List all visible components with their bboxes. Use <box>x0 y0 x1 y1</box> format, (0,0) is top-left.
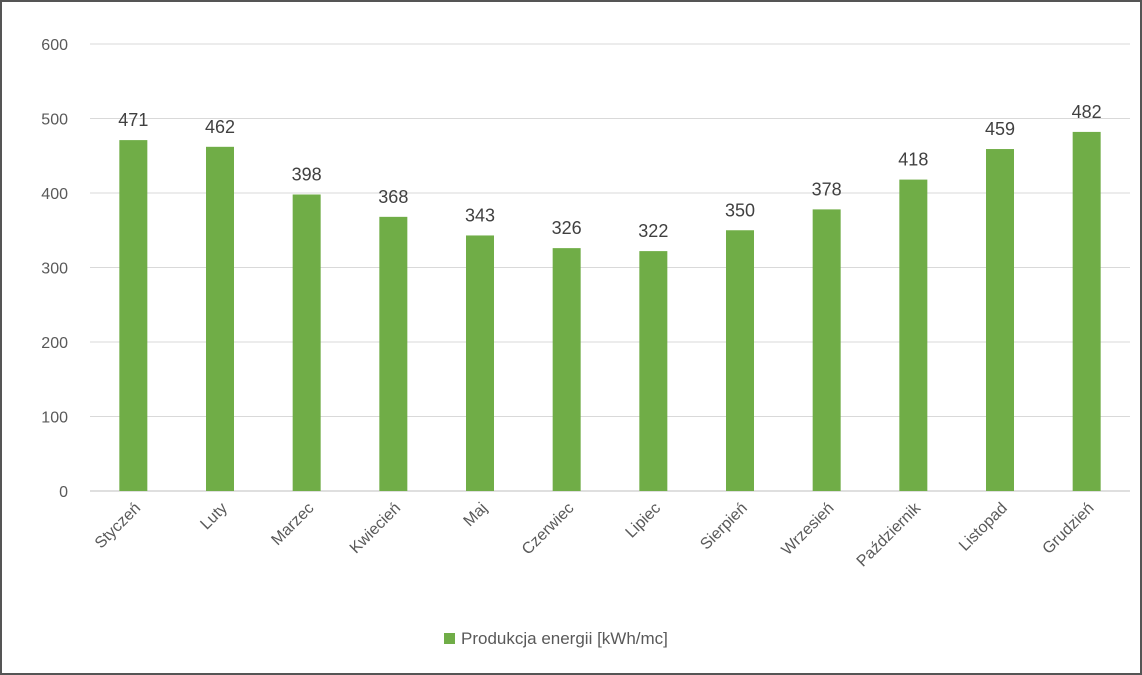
data-labels: 471 462 398 368 343 326 322 350 378 418 459 482 <box>118 102 1101 241</box>
category-label: Maj <box>461 500 491 530</box>
y-tick-label: 300 <box>41 261 68 278</box>
y-tick-label: 400 <box>41 186 68 203</box>
data-label: 398 <box>292 164 322 184</box>
x-axis-category-labels: Styczeń Luty Marzec Kwiecień Maj Czerwiec Lipi… <box>92 499 1098 570</box>
bar <box>552 248 581 491</box>
category-label: Marzec <box>268 500 317 549</box>
category-label: Listopad <box>956 500 1011 555</box>
gridlines <box>90 43 1130 492</box>
y-tick-label: 500 <box>41 112 68 129</box>
data-label: 482 <box>1072 102 1102 122</box>
bar <box>986 149 1014 492</box>
y-axis-tick-labels: 0 100 200 300 400 500 600 <box>41 37 68 501</box>
bar <box>206 146 234 491</box>
bar <box>812 209 841 491</box>
bar <box>379 216 408 491</box>
data-label: 350 <box>725 200 755 220</box>
data-label: 462 <box>205 117 235 137</box>
category-label: Kwiecień <box>347 500 404 557</box>
category-label: Luty <box>197 500 230 533</box>
category-label: Czerwiec <box>519 500 578 559</box>
y-tick-label: 200 <box>41 335 68 352</box>
y-tick-label: 0 <box>59 484 68 501</box>
data-label: 322 <box>638 221 668 241</box>
y-tick-label: 100 <box>41 410 68 427</box>
category-label: Styczeń <box>92 500 144 552</box>
bar <box>639 251 668 491</box>
category-label: Sierpień <box>697 500 751 554</box>
legend-swatch <box>444 633 455 644</box>
bar <box>466 235 494 491</box>
category-label: Grudzień <box>1040 500 1098 558</box>
legend: Produkcja energii [kWh/mc] <box>444 629 668 648</box>
y-tick-label: 600 <box>41 37 68 54</box>
bar <box>292 194 321 492</box>
data-label: 471 <box>118 110 148 130</box>
legend-label: Produkcja energii [kWh/mc] <box>461 629 668 648</box>
data-label: 326 <box>552 218 582 238</box>
data-label: 343 <box>465 205 495 225</box>
bar <box>1072 131 1101 491</box>
bar <box>899 179 928 491</box>
category-label: Wrzesień <box>779 500 838 559</box>
data-label: 368 <box>378 187 408 207</box>
category-label: Lipiec <box>623 500 665 542</box>
bar <box>726 230 754 491</box>
data-label: 378 <box>812 179 842 199</box>
data-label: 418 <box>898 150 928 170</box>
bar <box>119 140 148 492</box>
data-label: 459 <box>985 119 1015 139</box>
category-label: Październik <box>854 499 925 570</box>
bars <box>119 131 1101 492</box>
